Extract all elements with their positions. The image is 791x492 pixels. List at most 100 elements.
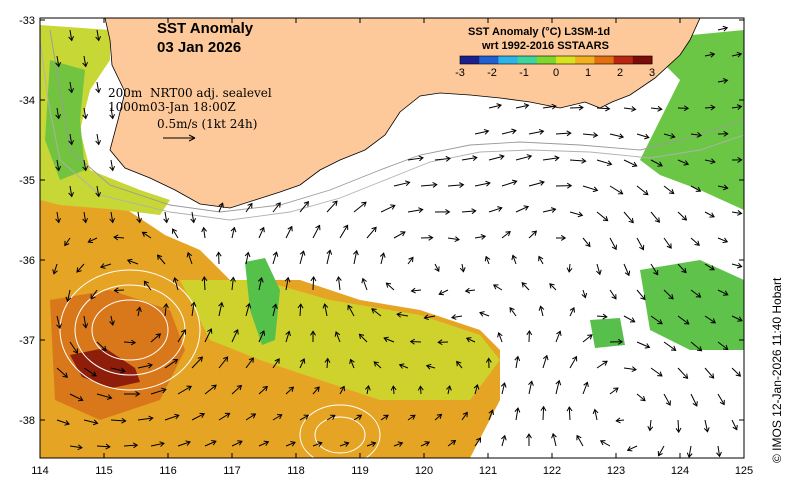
current-arrow-head xyxy=(159,441,165,447)
current-arrow-head xyxy=(686,452,693,458)
current-arrow-head xyxy=(82,113,89,120)
current-arrow-head xyxy=(722,344,729,351)
colorbar xyxy=(459,55,653,65)
y-tick-label: -36 xyxy=(19,255,35,267)
current-arrow-head xyxy=(322,303,329,309)
current-arrow-shaft xyxy=(650,211,660,223)
current-arrow-head xyxy=(77,444,83,451)
current-arrow-head xyxy=(207,328,213,334)
sst-green-filament xyxy=(245,258,280,345)
sst-green-east-south xyxy=(640,260,744,350)
current-arrow-shaft xyxy=(509,307,517,317)
current-arrow-head xyxy=(290,441,296,447)
current-arrow-shaft xyxy=(479,312,490,317)
current-arrow-shaft xyxy=(623,211,634,224)
current-arrow-head xyxy=(736,51,743,58)
current-arrow-shaft xyxy=(555,331,561,343)
current-arrow-shaft xyxy=(600,440,611,447)
current-arrow-head xyxy=(722,25,729,32)
current-arrow-shaft xyxy=(88,237,98,243)
current-arrow-head xyxy=(277,414,283,420)
colorbar-tick-label: 3 xyxy=(649,67,655,79)
current-arrow-head xyxy=(233,328,239,335)
current-arrow-shaft xyxy=(650,367,663,377)
current-arrow-head xyxy=(262,385,268,392)
current-arrow-head xyxy=(330,414,336,420)
current-arrow-head xyxy=(62,372,69,378)
current-arrow-shaft xyxy=(434,414,442,421)
current-arrow-head xyxy=(737,210,743,216)
current-arrow-shaft xyxy=(650,263,659,275)
current-arrow-shaft xyxy=(596,360,608,369)
current-arrow-shaft xyxy=(231,385,242,395)
current-arrow-shaft xyxy=(383,337,395,343)
current-arrow-shaft xyxy=(373,361,382,369)
current-arrow-head xyxy=(500,434,507,441)
current-arrow-head xyxy=(581,157,587,164)
x-tick-label: 122 xyxy=(543,465,561,477)
current-arrow-head xyxy=(665,400,671,406)
current-arrow-shaft xyxy=(83,211,87,223)
y-tick-label: -34 xyxy=(19,95,35,107)
y-tick-label: -35 xyxy=(19,175,35,187)
colorbar-segment xyxy=(479,56,499,64)
current-arrow-head xyxy=(263,440,270,447)
current-arrow-shaft xyxy=(137,211,141,223)
current-arrow-shaft xyxy=(596,315,607,318)
current-arrow-head xyxy=(410,287,416,294)
current-arrow-shaft xyxy=(411,289,422,292)
current-arrow-shaft xyxy=(424,315,436,319)
current-arrow-head xyxy=(709,51,716,58)
current-arrow-head xyxy=(710,104,716,111)
colorbar-title: SST Anomaly (°C) L3SM-1d xyxy=(468,26,610,38)
current-arrow-head xyxy=(538,305,545,311)
current-arrow-head xyxy=(445,208,451,215)
current-arrow-shaft xyxy=(447,440,456,447)
current-arrow-shaft xyxy=(466,337,476,343)
current-arrow-shaft xyxy=(717,341,729,350)
current-arrow-head xyxy=(618,133,625,140)
current-arrow-shaft xyxy=(324,304,328,317)
current-arrow-head xyxy=(343,441,350,447)
current-arrow-shaft xyxy=(410,340,422,343)
current-arrow-shaft xyxy=(312,442,323,447)
current-arrow-head xyxy=(472,155,478,162)
current-arrow-head xyxy=(653,269,659,276)
current-arrow-shaft xyxy=(731,105,742,109)
current-arrow-shaft xyxy=(485,256,490,265)
current-arrow-shaft xyxy=(110,419,126,422)
current-arrow-head xyxy=(299,358,306,364)
current-arrow-head xyxy=(288,386,295,392)
current-arrow-head xyxy=(578,104,584,111)
credit-text: © IMOS 12-Jan-2026 11:40 Hobart xyxy=(770,277,784,463)
current-arrow-head xyxy=(540,405,547,412)
current-arrow-shaft xyxy=(164,414,179,421)
current-arrow-head xyxy=(211,440,217,446)
current-arrow-head xyxy=(732,424,738,431)
current-arrow-head xyxy=(631,106,637,112)
current-arrow-head xyxy=(695,292,702,298)
current-arrow-shaft xyxy=(515,104,529,109)
current-arrow-head xyxy=(211,384,217,390)
current-arrow-head xyxy=(55,165,62,172)
current-arrow-head xyxy=(199,412,206,419)
current-arrow-shaft xyxy=(576,435,584,447)
current-arrow-head xyxy=(538,255,544,262)
current-arrow-shaft xyxy=(69,341,78,354)
current-arrow-shaft xyxy=(512,255,517,265)
current-arrow-head xyxy=(303,200,310,207)
current-arrow-head xyxy=(172,228,178,234)
current-arrow-head xyxy=(82,323,89,329)
current-arrow-shaft xyxy=(704,419,709,432)
current-arrow-head xyxy=(91,371,97,377)
map-title: SST Anomaly xyxy=(157,20,254,37)
current-arrow-head xyxy=(644,343,651,349)
current-arrow-head xyxy=(572,355,578,362)
current-arrow-head xyxy=(418,207,424,214)
current-arrow-head xyxy=(259,330,266,336)
current-arrows xyxy=(52,25,743,458)
current-arrow-head xyxy=(259,226,265,233)
current-arrow-shaft xyxy=(231,227,235,239)
current-arrow-head xyxy=(310,275,317,282)
current-arrow-shaft xyxy=(366,227,377,239)
